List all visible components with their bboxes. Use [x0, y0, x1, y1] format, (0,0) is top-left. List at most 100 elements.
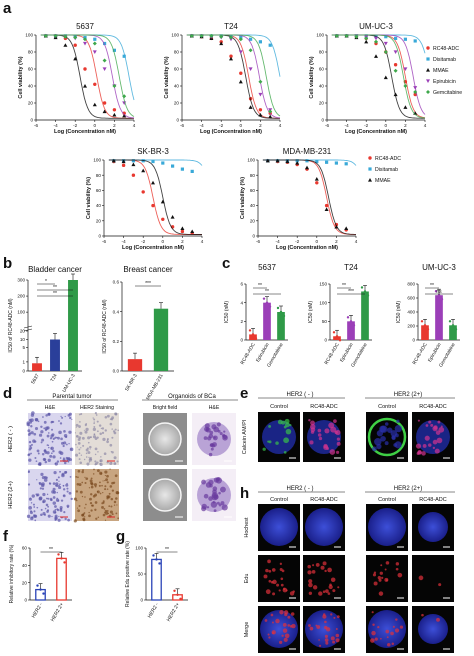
point-MMAE: [383, 75, 388, 80]
speckle: [52, 437, 55, 440]
point-MMAE: [102, 109, 107, 114]
speckle: [291, 623, 296, 629]
category-label: RC48-ADC: [324, 342, 341, 366]
speckle: [84, 476, 86, 478]
point-Disitamab: [93, 37, 97, 41]
point-Disitamab: [268, 43, 272, 47]
speckle: [35, 493, 38, 496]
y-tick-label: 0: [176, 118, 179, 123]
speckle: [93, 433, 96, 436]
edu-signal: [421, 613, 440, 622]
y-tick-label: 60: [250, 188, 256, 193]
x-tick-label: -4: [54, 123, 59, 128]
speckle: [62, 457, 65, 460]
point-MMAE: [314, 177, 319, 181]
x-tick-label: 4: [279, 123, 282, 128]
speckle: [106, 509, 109, 512]
curve-Epirubicin: [40, 34, 135, 119]
x-tick-label: 2: [181, 239, 184, 244]
calcein-ring: [367, 417, 407, 457]
speckle: [90, 481, 94, 485]
speckle: [100, 472, 103, 475]
speckle: [319, 644, 322, 647]
speckle: [209, 443, 213, 447]
data-dot: [268, 305, 272, 308]
speckle: [88, 456, 90, 459]
speckle: [30, 502, 33, 504]
speckle: [208, 452, 213, 457]
speckle: [220, 486, 226, 493]
y-tick-label: 0.4: [113, 309, 120, 314]
speckle: [114, 474, 118, 478]
speckle: [68, 430, 72, 434]
speckle: [90, 477, 93, 480]
y-tick-label: 100: [25, 33, 33, 38]
speckle: [56, 497, 58, 500]
panel-label-d: d: [3, 385, 13, 402]
point-Gemcitabine: [73, 35, 78, 40]
speckle: [115, 497, 118, 500]
point-Gemcitabine: [122, 94, 127, 99]
edu-signal: [307, 561, 340, 596]
speckle: [29, 511, 33, 515]
point-MMAE: [285, 159, 290, 164]
speckle: [105, 478, 109, 482]
speckle: [40, 508, 43, 511]
point-Epirubicin: [383, 41, 388, 46]
point-MMAE: [229, 56, 233, 61]
point-Gemcitabine: [92, 41, 97, 46]
point-MMAE: [73, 56, 78, 61]
speckle: [42, 416, 44, 418]
speckle: [117, 429, 119, 432]
speckle: [41, 438, 45, 442]
bar-Epirubicin: [347, 321, 355, 340]
bar-UM-UC-3: [68, 280, 78, 371]
y-axis-label: Cell viability (%): [86, 177, 92, 219]
speckle: [279, 610, 284, 615]
speckle: [70, 448, 72, 450]
speckle: [49, 454, 53, 458]
speckle: [106, 497, 109, 500]
point-Disitamab: [413, 39, 417, 43]
y-tick-label: 50: [138, 572, 144, 577]
speckle: [335, 633, 340, 638]
y-tick-label: 80: [174, 50, 180, 55]
nuclei: [201, 477, 228, 513]
speckle: [282, 587, 286, 591]
speckle: [81, 481, 84, 484]
curve-Gemcitabine: [331, 34, 426, 119]
speckle: [40, 425, 43, 429]
speckle: [102, 513, 106, 517]
speckle: [52, 496, 56, 499]
speckle: [333, 419, 337, 423]
speckle: [58, 515, 60, 518]
column-label: RC48-ADC: [310, 497, 338, 503]
speckle: [99, 462, 103, 467]
point-Gemcitabine: [403, 84, 408, 88]
panel-label-g: g: [116, 528, 126, 545]
y-tick-label: 40: [28, 84, 34, 89]
speckle: [75, 423, 79, 427]
speckle: [47, 505, 50, 508]
hochest-nuclei: [368, 508, 406, 546]
bar-SK-BR-3: [127, 359, 143, 371]
point-RC48-ADC: [121, 163, 126, 168]
speckle: [103, 508, 106, 510]
speckle: [78, 448, 81, 451]
speckle: [211, 424, 217, 430]
point-Disitamab: [305, 159, 309, 163]
y-tick-label: 800: [407, 282, 415, 287]
speckle: [370, 638, 375, 643]
speckle: [380, 576, 384, 580]
speckle: [392, 625, 395, 628]
speckle: [85, 427, 89, 432]
speckle: [104, 488, 107, 491]
row-label: Calcein AM/PI: [242, 419, 248, 454]
x-tick-label: -6: [180, 123, 185, 128]
point-RC48-ADC: [131, 173, 136, 177]
speckle: [63, 471, 67, 475]
point-Gemcitabine: [112, 84, 117, 88]
y-tick-label: 100: [93, 158, 101, 163]
speckle: [102, 480, 104, 482]
point-Epirubicin: [403, 67, 408, 71]
